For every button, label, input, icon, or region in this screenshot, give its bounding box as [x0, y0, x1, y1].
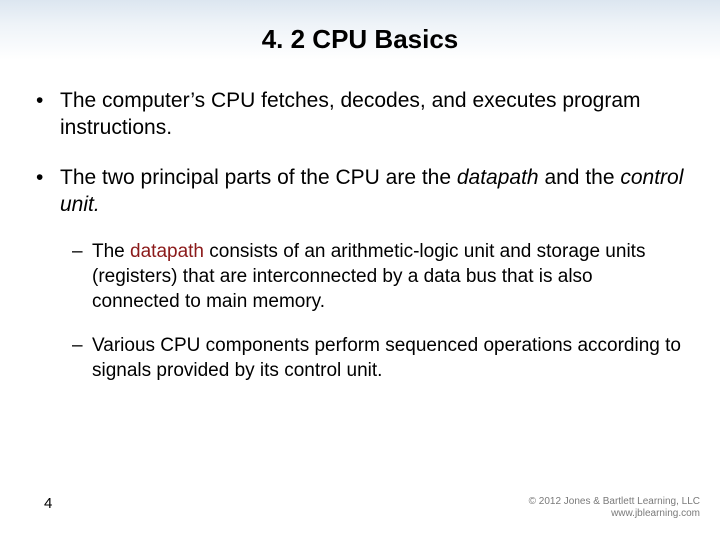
- text-run: The: [92, 241, 130, 262]
- footer-line2: www.jblearning.com: [529, 508, 700, 520]
- bullet-level1: •The two principal parts of the CPU are …: [36, 164, 684, 219]
- bullet-text: The computer’s CPU fetches, decodes, and…: [60, 87, 684, 142]
- bullet-text: The two principal parts of the CPU are t…: [60, 164, 684, 219]
- bullet-level1: •The computer’s CPU fetches, decodes, an…: [36, 87, 684, 142]
- bullet-text: Various CPU components perform sequenced…: [92, 334, 684, 383]
- page-number: 4: [44, 495, 52, 512]
- bullet-marker: •: [36, 87, 60, 142]
- bullet-marker: –: [72, 334, 92, 383]
- slide-content: •The computer’s CPU fetches, decodes, an…: [0, 55, 720, 384]
- bullet-text: The datapath consists of an arithmetic-l…: [92, 240, 684, 314]
- footer-copyright: © 2012 Jones & Bartlett Learning, LLC ww…: [529, 496, 700, 520]
- bullet-marker: –: [72, 240, 92, 314]
- text-run: The computer’s CPU fetches, decodes, and…: [60, 89, 641, 139]
- text-run: and the: [539, 166, 621, 189]
- bullet-marker: •: [36, 164, 60, 219]
- bullet-level2: –Various CPU components perform sequence…: [72, 334, 684, 383]
- text-run: datapath: [130, 241, 204, 262]
- text-run: Various CPU components perform sequenced…: [92, 335, 681, 381]
- slide-title: 4. 2 CPU Basics: [0, 0, 720, 55]
- text-run: The two principal parts of the CPU are t…: [60, 166, 457, 189]
- text-run: datapath: [457, 166, 539, 189]
- footer-line1: © 2012 Jones & Bartlett Learning, LLC: [529, 496, 700, 508]
- bullet-level2: –The datapath consists of an arithmetic-…: [72, 240, 684, 314]
